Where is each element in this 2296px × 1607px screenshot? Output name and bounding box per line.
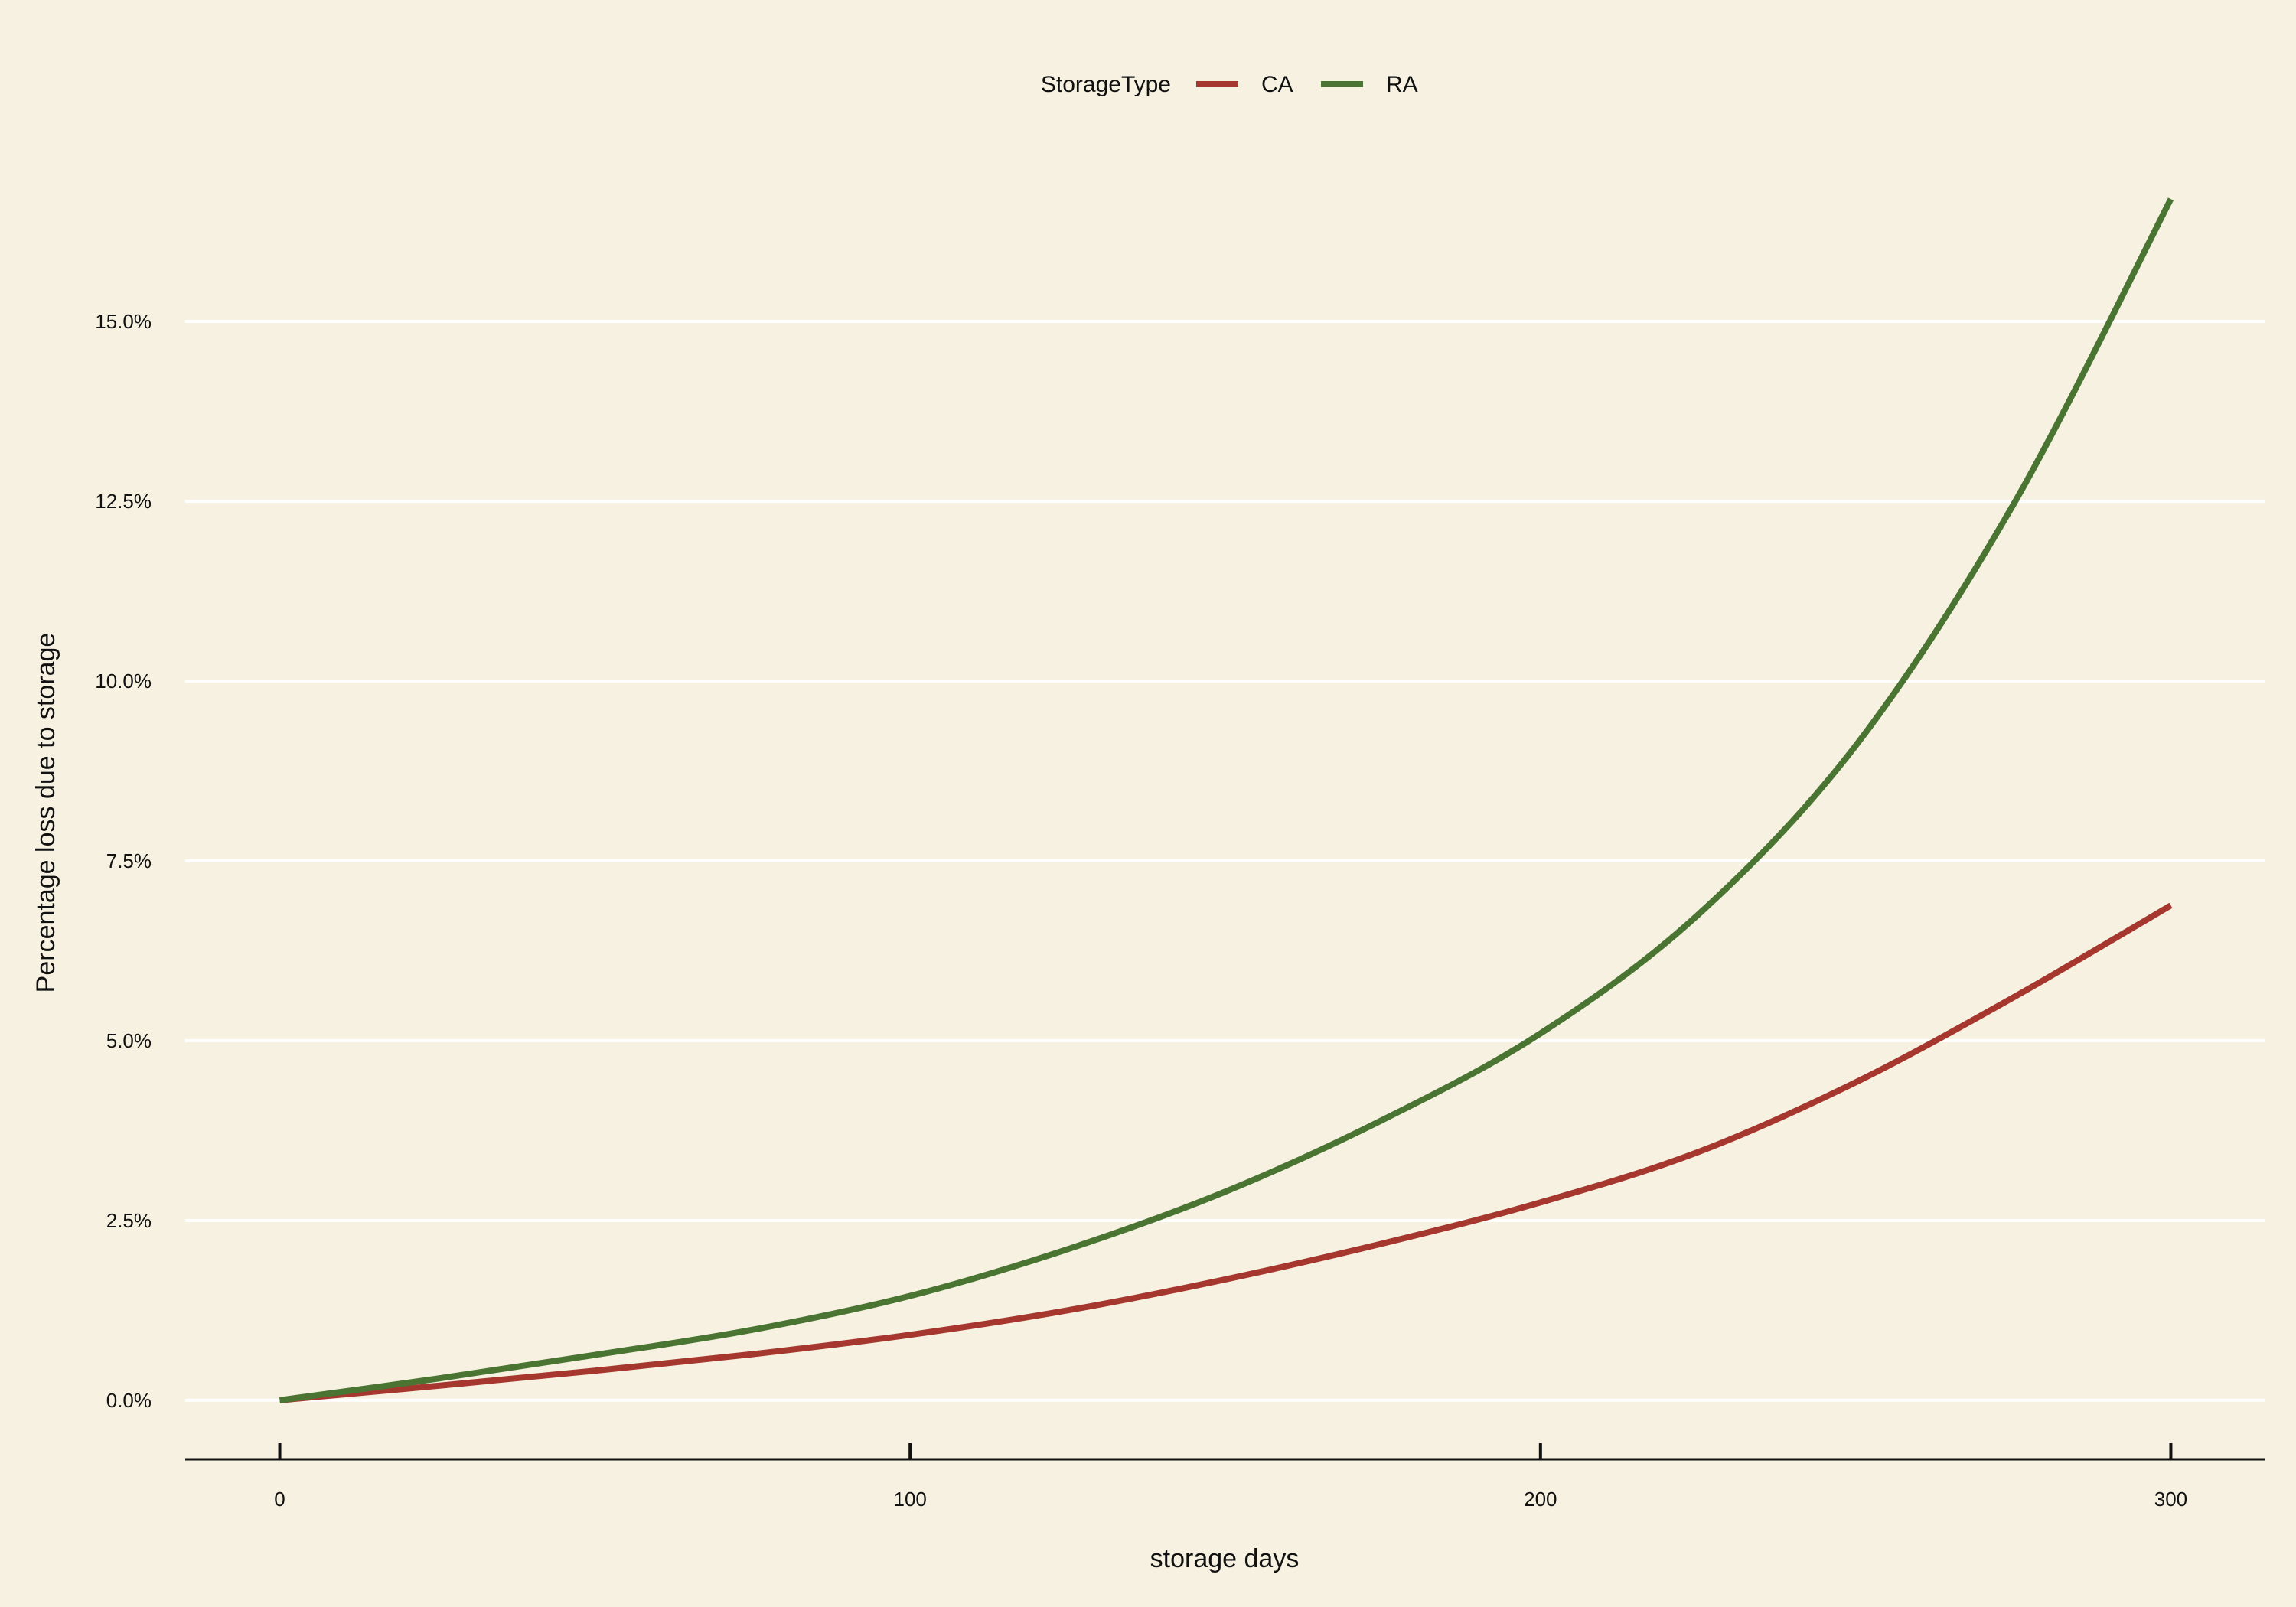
x-axis: 0 100 200 300	[185, 1443, 2265, 1511]
x-axis-title: storage days	[1150, 1544, 1300, 1573]
y-tick-label: 5.0%	[106, 1029, 152, 1052]
y-tick-label: 2.5%	[106, 1209, 152, 1232]
series-line-ra	[279, 197, 2174, 1403]
grid	[185, 319, 2265, 1402]
y-tick-label: 7.5%	[106, 849, 152, 872]
legend: StorageType CA RA	[1041, 72, 1418, 97]
legend-label-ra: RA	[1386, 72, 1418, 97]
legend-title: StorageType	[1041, 72, 1171, 97]
x-tick-label: 0	[274, 1488, 285, 1511]
x-tick-label: 300	[2154, 1488, 2187, 1511]
y-tick-labels: 0.0% 2.5% 5.0% 7.5% 10.0% 12.5% 15.0%	[95, 310, 152, 1412]
series	[279, 197, 2174, 1403]
y-tick-label: 0.0%	[106, 1389, 152, 1412]
y-tick-label: 10.0%	[95, 670, 152, 693]
y-axis-title: Percentage loss due to storage	[31, 633, 60, 993]
legend-label-ca: CA	[1261, 72, 1293, 97]
x-tick-label: 100	[893, 1488, 926, 1511]
series-line-ca	[279, 902, 2173, 1403]
y-tick-label: 12.5%	[95, 490, 152, 513]
x-tick-label: 200	[1524, 1488, 1557, 1511]
y-tick-label: 15.0%	[95, 310, 152, 333]
